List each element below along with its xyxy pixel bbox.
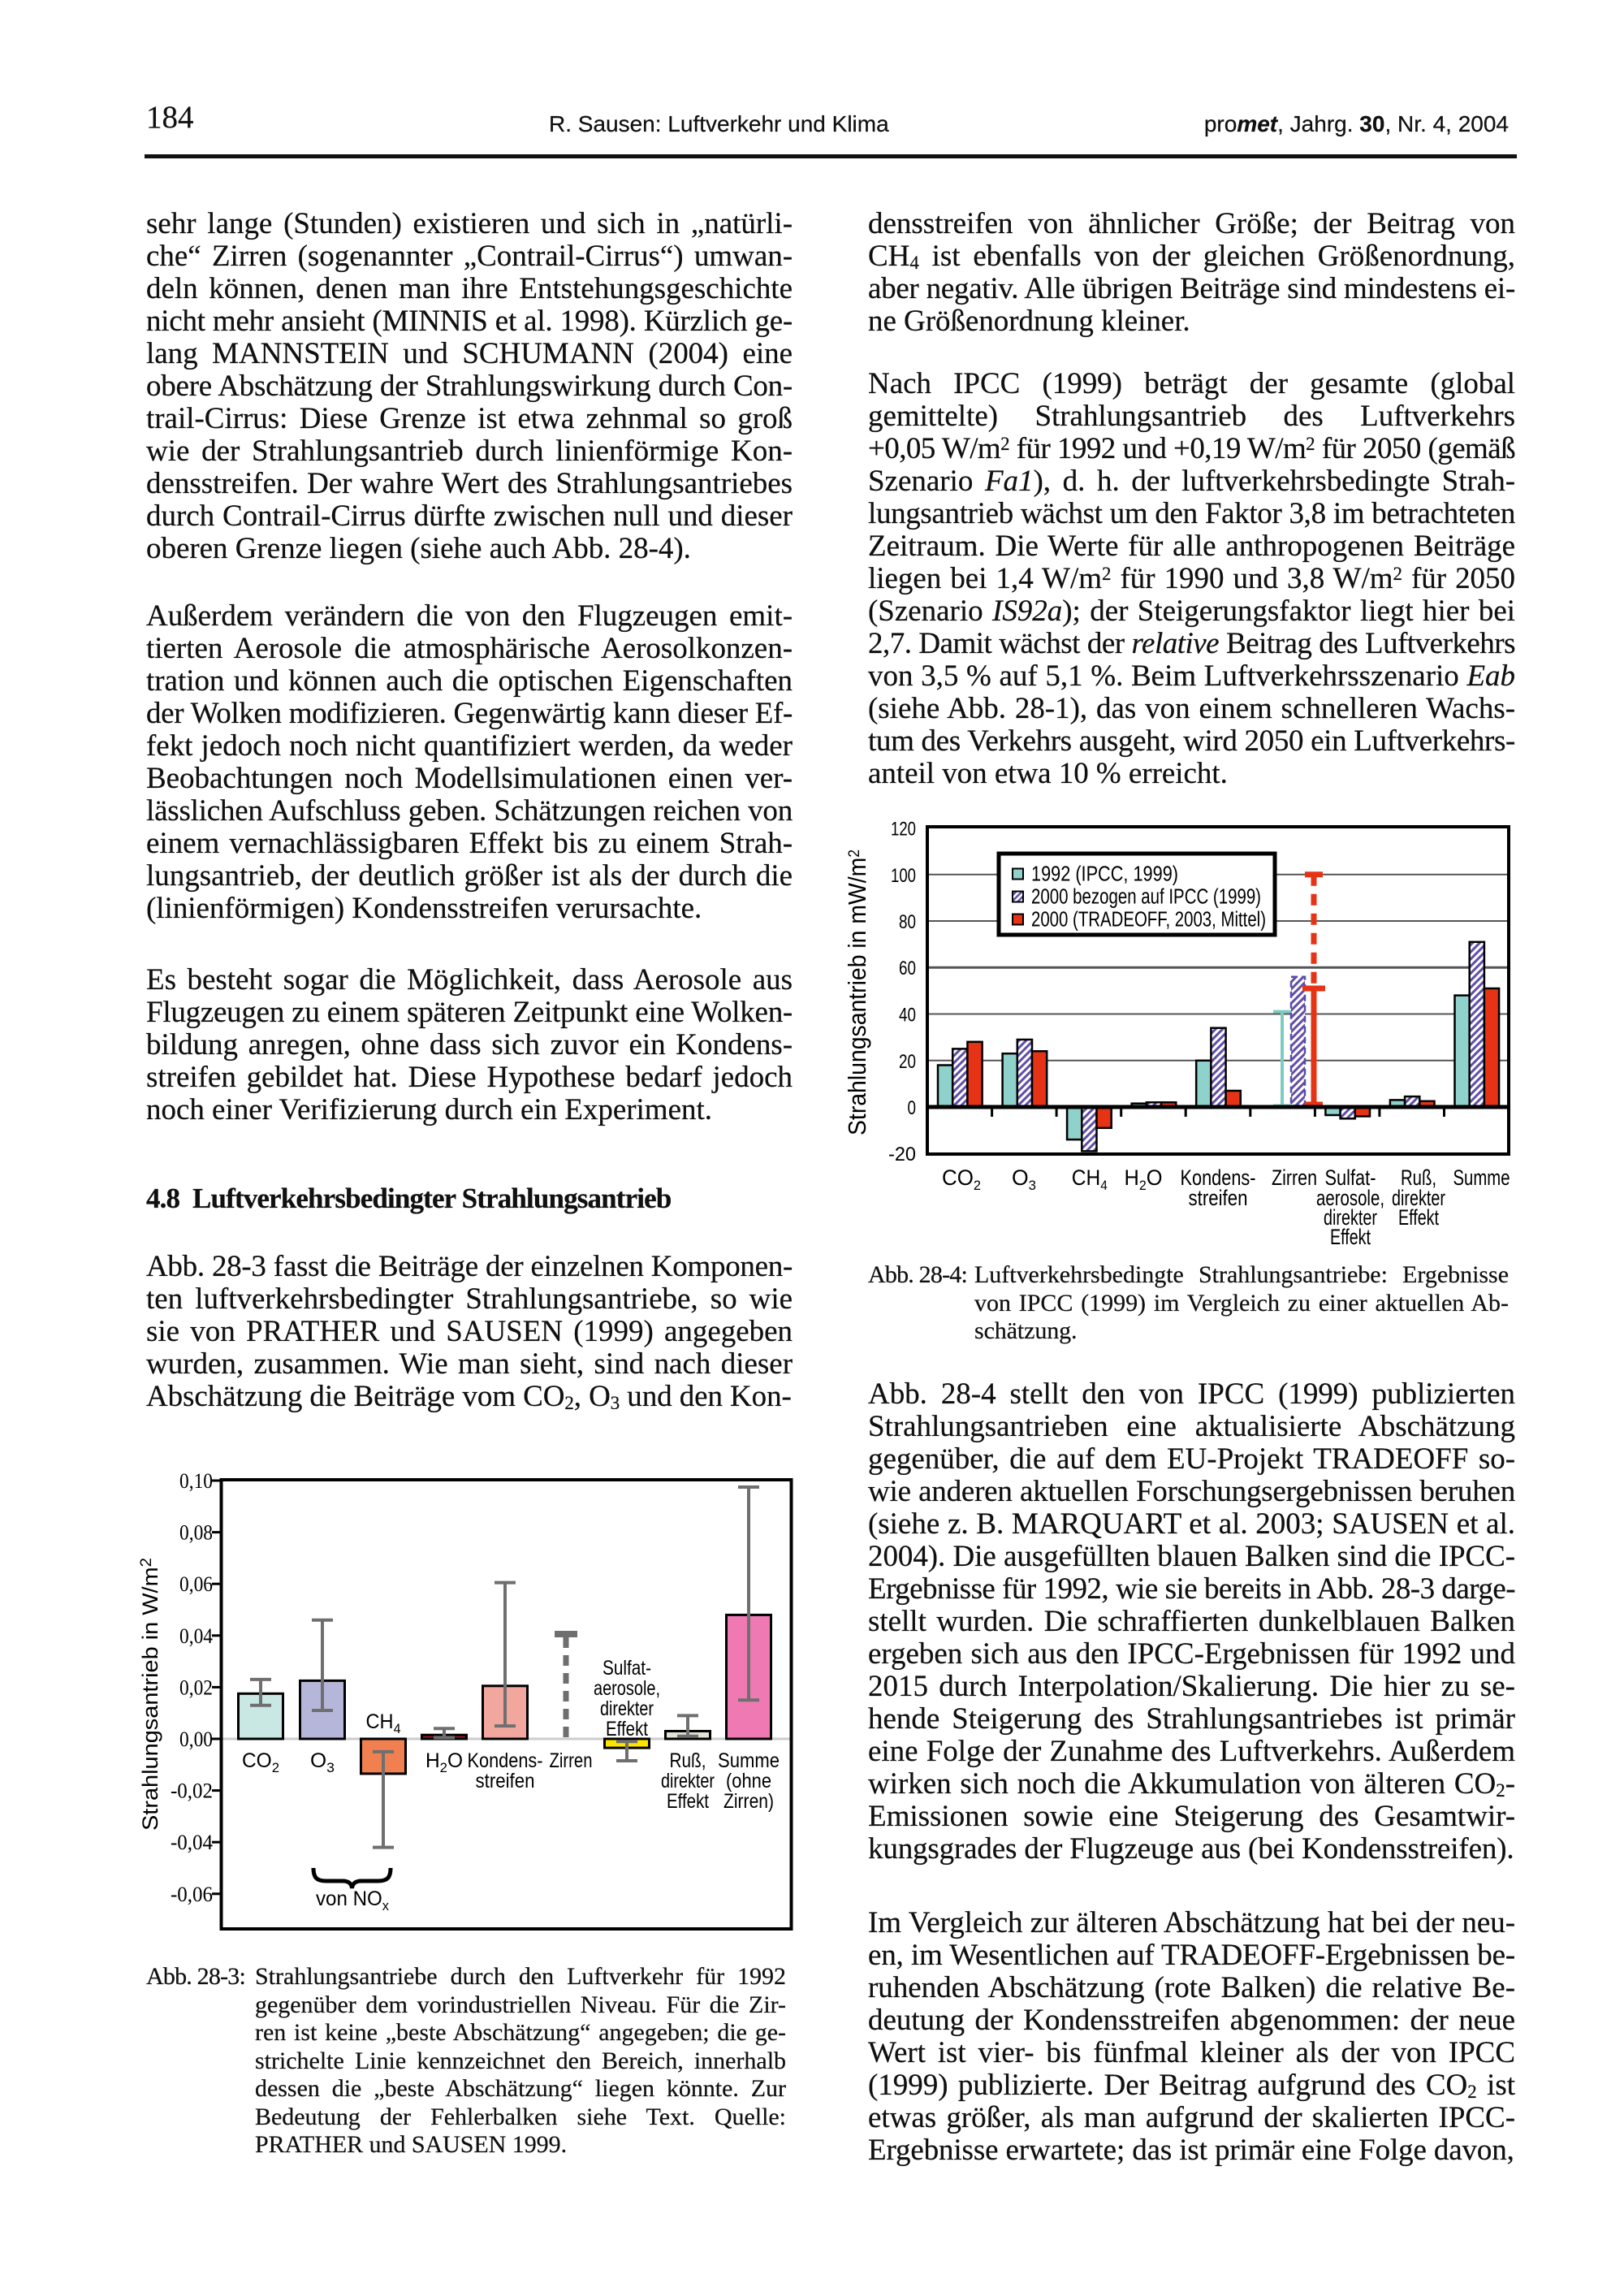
svg-text:1992 (IPCC, 1999): 1992 (IPCC, 1999) [1031, 863, 1178, 886]
svg-text:CH4: CH4 [366, 1710, 401, 1736]
svg-text:20: 20 [899, 1051, 916, 1073]
svg-text:direkter: direkter [600, 1697, 654, 1720]
svg-text:Zirren: Zirren [550, 1749, 593, 1772]
svg-text:streifen: streifen [476, 1770, 535, 1792]
svg-text:(ohne: (ohne [726, 1770, 771, 1792]
svg-text:Effekt: Effekt [1330, 1225, 1371, 1249]
svg-text:CH4: CH4 [1072, 1165, 1108, 1193]
svg-text:-0,06: -0,06 [171, 1883, 213, 1906]
svg-text:2000 (TRADEOFF, 2003, Mittel): 2000 (TRADEOFF, 2003, Mittel) [1031, 909, 1266, 932]
svg-text:direkter: direkter [661, 1770, 715, 1792]
svg-text:0,10: 0,10 [179, 1469, 213, 1493]
svg-text:100: 100 [891, 865, 916, 887]
svg-text:0,00: 0,00 [179, 1727, 213, 1751]
svg-text:O3: O3 [1012, 1165, 1036, 1193]
svg-text:Strahlungsantrieb in mW/m2: Strahlungsantrieb in mW/m2 [843, 850, 871, 1135]
svg-text:streifen: streifen [1189, 1186, 1248, 1210]
svg-text:-20: -20 [888, 1144, 916, 1165]
svg-text:CO2: CO2 [942, 1165, 981, 1193]
svg-text:Effekt: Effekt [1398, 1205, 1439, 1230]
svg-text:H2O: H2O [425, 1749, 463, 1775]
svg-text:Effekt: Effekt [606, 1718, 648, 1740]
svg-text:H2O: H2O [1125, 1165, 1163, 1193]
svg-text:Kondens-: Kondens- [1181, 1165, 1256, 1190]
svg-text:120: 120 [891, 819, 916, 841]
svg-text:40: 40 [899, 1005, 916, 1027]
svg-text:0,08: 0,08 [179, 1521, 213, 1545]
svg-text:60: 60 [899, 958, 916, 979]
svg-text:Effekt: Effekt [667, 1790, 709, 1813]
svg-text:2000 bezogen auf IPCC (1999): 2000 bezogen auf IPCC (1999) [1031, 886, 1261, 909]
svg-text:Zirren: Zirren [1272, 1165, 1317, 1190]
svg-text:aerosole,: aerosole, [594, 1677, 660, 1700]
svg-text:Sulfat-: Sulfat- [1325, 1165, 1376, 1190]
svg-text:-0,04: -0,04 [171, 1831, 213, 1854]
svg-text:direkter: direkter [1324, 1205, 1377, 1230]
svg-text:80: 80 [899, 911, 916, 933]
svg-text:O3: O3 [310, 1749, 335, 1775]
svg-text:Sulfat-: Sulfat- [603, 1657, 651, 1680]
svg-text:Ruß,: Ruß, [1401, 1165, 1436, 1190]
svg-text:0: 0 [908, 1097, 917, 1119]
svg-text:Summe: Summe [718, 1749, 780, 1772]
svg-text:direkter: direkter [1392, 1186, 1445, 1210]
svg-text:von NOx: von NOx [316, 1887, 389, 1913]
svg-text:Summe: Summe [1453, 1165, 1510, 1190]
svg-text:Zirren): Zirren) [723, 1790, 774, 1813]
svg-text:0,04: 0,04 [179, 1624, 213, 1648]
svg-text:aerosole,: aerosole, [1316, 1186, 1384, 1210]
svg-text:Kondens-: Kondens- [468, 1749, 543, 1772]
svg-text:Ruß,: Ruß, [670, 1749, 706, 1772]
svg-text:0,02: 0,02 [179, 1676, 213, 1699]
svg-text:Strahlungsantrieb in W/m2: Strahlungsantrieb in W/m2 [138, 1558, 162, 1831]
svg-text:-0,02: -0,02 [171, 1779, 213, 1803]
svg-text:0,06: 0,06 [179, 1572, 213, 1596]
svg-text:CO2: CO2 [242, 1749, 279, 1775]
